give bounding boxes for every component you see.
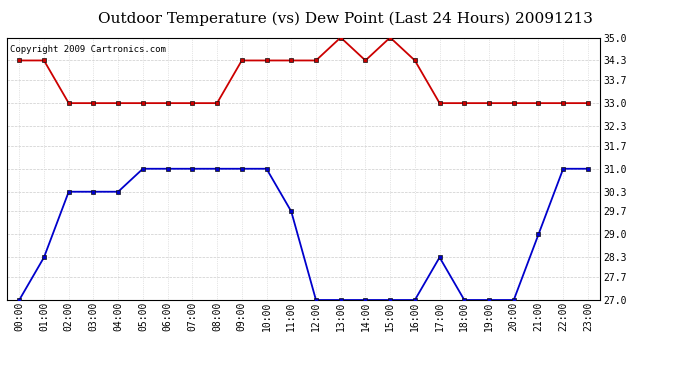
Text: Copyright 2009 Cartronics.com: Copyright 2009 Cartronics.com — [10, 45, 166, 54]
Text: Outdoor Temperature (vs) Dew Point (Last 24 Hours) 20091213: Outdoor Temperature (vs) Dew Point (Last… — [97, 11, 593, 26]
